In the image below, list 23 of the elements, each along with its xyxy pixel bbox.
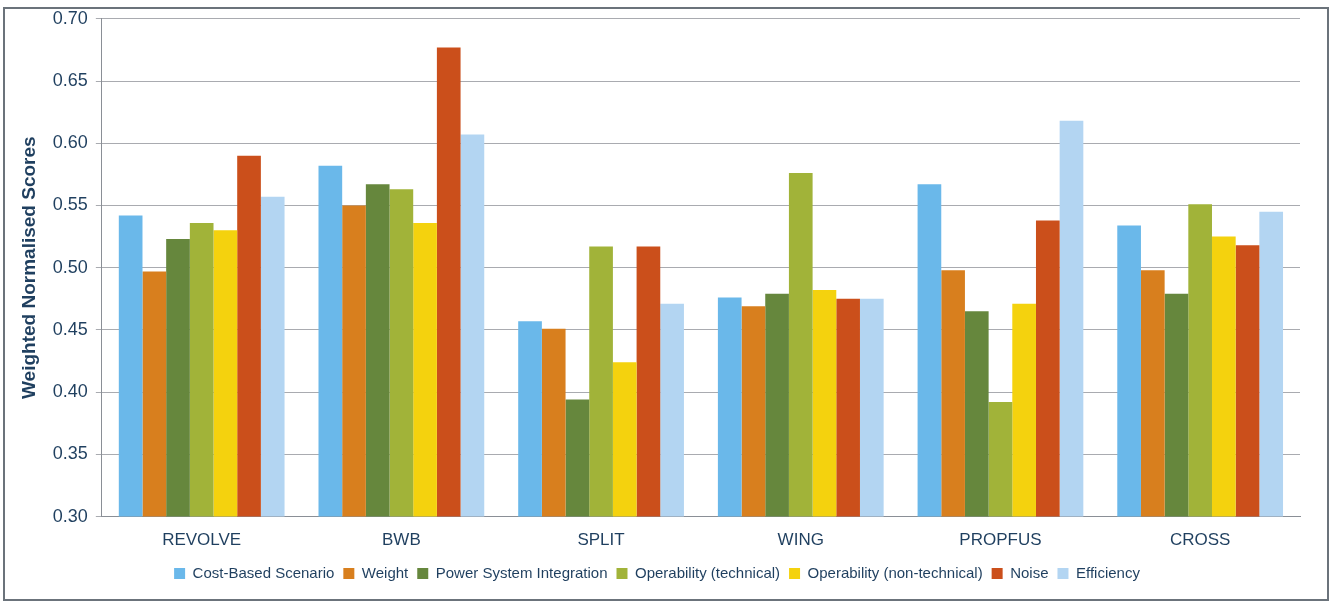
y-tick-label: 0.40 <box>52 381 88 402</box>
y-tick-label: 0.45 <box>52 318 88 339</box>
legend-label: Operability (non-technical) <box>807 563 983 581</box>
x-tick-label: PROPFUS <box>959 530 1042 550</box>
x-tick-label: REVOLVE <box>162 530 242 550</box>
y-tick-label: 0.30 <box>52 505 88 526</box>
legend-label: Cost-Based Scenario <box>192 563 335 581</box>
x-tick-label: WING <box>777 530 824 550</box>
x-tick-label: BWB <box>382 530 421 550</box>
x-tick-label: CROSS <box>1169 530 1231 550</box>
legend-label: Operability (technical) <box>635 563 781 581</box>
x-tick-label: SPLIT <box>577 530 625 550</box>
y-tick-label: 0.50 <box>52 256 88 277</box>
y-tick-label: 0.70 <box>52 7 88 28</box>
legend-label: Efficiency <box>1075 563 1141 581</box>
y-tick-label: 0.60 <box>52 132 88 153</box>
legend-label: Power System Integration <box>435 563 608 581</box>
y-tick-label: 0.65 <box>52 69 88 90</box>
y-tick-label: 0.35 <box>52 443 88 464</box>
y-axis-title: Weighted Normalised Scores <box>17 136 39 399</box>
legend-label: Noise <box>1010 563 1049 581</box>
legend-label: Weight <box>361 563 410 581</box>
y-tick-label: 0.55 <box>52 194 88 215</box>
